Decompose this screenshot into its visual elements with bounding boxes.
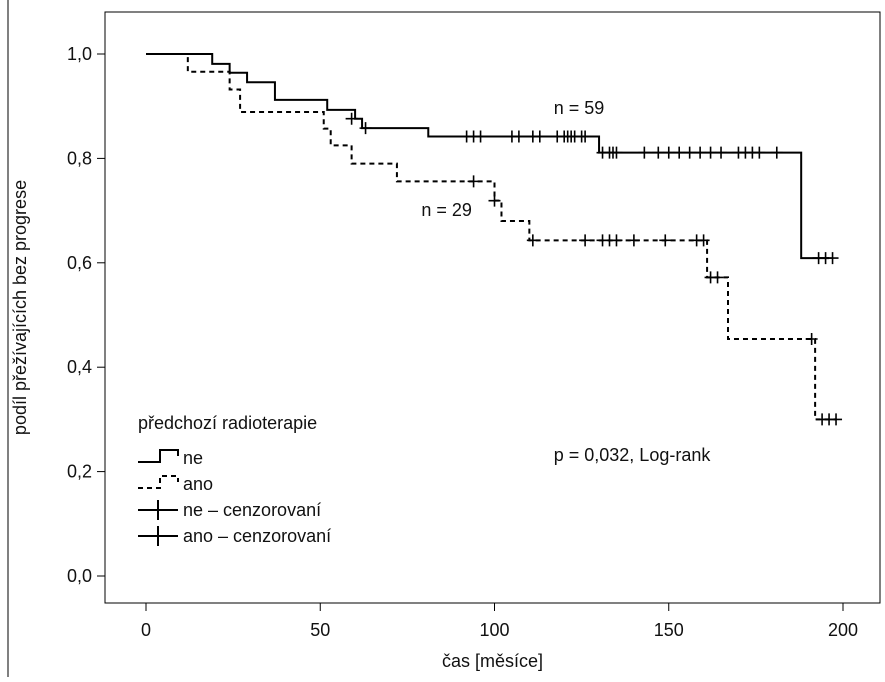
censor-mark-ne — [704, 146, 717, 159]
censor-mark-ano — [659, 234, 672, 247]
legend-entry-label: ne — [183, 448, 203, 468]
legend-entry-label: ne – cenzorovaní — [183, 500, 321, 520]
plot-frame — [104, 11, 881, 604]
x-tick-label: 100 — [479, 620, 509, 640]
censor-mark-ne — [345, 112, 358, 125]
x-tick-label: 50 — [310, 620, 330, 640]
legend-swatch-ne — [138, 449, 179, 463]
y-tick-label: 0,8 — [67, 148, 92, 168]
axes: 0 50 100 150 200 0,0 0,2 0,4 0,6 0,8 1,0 čas [měsíc… — [10, 11, 881, 671]
censor-mark-ano — [805, 333, 818, 346]
y-tick-label: 1,0 — [67, 44, 92, 64]
x-tick-label: 200 — [828, 620, 858, 640]
y-tick-label: 0,4 — [67, 357, 92, 377]
legend: předchozí radioterapie ne ano ne – cenzorov… — [138, 413, 331, 546]
censor-mark-ano — [526, 234, 539, 247]
y-axis-label: podíl přežívajících bez progrese — [10, 180, 30, 435]
censor-mark-ano — [488, 194, 501, 207]
censor-mark-ne — [359, 122, 372, 135]
legend-swatch-ano — [138, 475, 179, 489]
censor-mark-ne — [662, 146, 675, 159]
censor-mark-ne — [474, 130, 487, 143]
censor-mark-ano — [830, 413, 843, 426]
censor-mark-ano — [697, 234, 710, 247]
series-line-ne — [146, 53, 830, 260]
censor-mark-ano — [467, 175, 480, 188]
x-tick-label: 0 — [141, 620, 151, 640]
x-axis-label: čas [měsíce] — [442, 651, 543, 671]
censor-mark-ne — [512, 130, 525, 143]
censor-mark-ne — [694, 146, 707, 159]
annotation-label: p = 0,032, Log-rank — [554, 445, 712, 465]
legend-title: předchozí radioterapie — [138, 413, 317, 433]
censor-mark-ne — [715, 146, 728, 159]
series-line-ano — [146, 53, 837, 421]
censor-mark-ne — [770, 146, 783, 159]
censor-mark-ne — [533, 130, 546, 143]
annotation-label: n = 29 — [421, 200, 472, 220]
y-tick-label: 0,0 — [67, 566, 92, 586]
y-tick-label: 0,2 — [67, 462, 92, 482]
legend-swatch-censored — [138, 526, 178, 546]
legend-entry-label: ano – cenzorovaní — [183, 526, 331, 546]
censor-mark-ne — [638, 146, 651, 159]
censor-mark-ne — [683, 146, 696, 159]
censor-mark-ne — [673, 146, 686, 159]
legend-swatch-censored — [138, 500, 178, 520]
annotation-label: n = 59 — [554, 98, 605, 118]
censor-mark-ne — [610, 146, 623, 159]
censor-mark-ano — [627, 234, 640, 247]
legend-entry-label: ano — [183, 474, 213, 494]
censor-mark-ne — [753, 146, 766, 159]
x-tick-label: 150 — [654, 620, 684, 640]
censor-mark-ne — [652, 146, 665, 159]
censor-mark-ne — [826, 252, 839, 265]
plot-marks — [146, 53, 843, 426]
censor-mark-ano — [711, 271, 724, 284]
censor-mark-ano — [579, 234, 592, 247]
censor-mark-ano — [610, 234, 623, 247]
y-tick-label: 0,6 — [67, 253, 92, 273]
annotations: n = 59 n = 29 p = 0,032, Log-rank — [421, 98, 711, 465]
censor-mark-ne — [579, 130, 592, 143]
